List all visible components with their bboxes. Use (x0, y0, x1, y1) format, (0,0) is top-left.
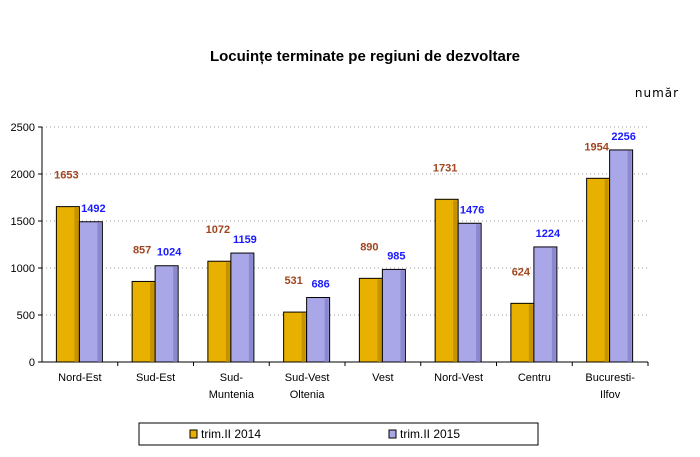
bar (533, 246, 558, 363)
category-label: Sud-Vest (285, 372, 330, 384)
category-label: Nord-Vest (434, 372, 483, 384)
bar-shade (377, 279, 382, 362)
bar (55, 206, 80, 363)
bar-face (78, 221, 103, 363)
data-label: 1072 (206, 224, 230, 236)
bar (154, 265, 179, 363)
bar-shade (74, 207, 79, 362)
bar (510, 302, 535, 363)
category-label: Sud-Est (136, 372, 175, 384)
data-label: 1731 (433, 162, 457, 174)
legend-box (138, 422, 539, 446)
bar-shade (453, 200, 458, 362)
bar (434, 198, 459, 363)
bar-shade (324, 298, 329, 362)
bar-face (533, 246, 558, 363)
data-label: 1476 (460, 204, 484, 216)
category-label: Nord-Est (58, 372, 101, 384)
bar-shade (173, 266, 178, 362)
chart-title: Locuințe terminate pe regiuni de dezvolt… (210, 48, 520, 65)
bar-face (306, 297, 331, 363)
bar-shade (400, 270, 405, 362)
bar-face (609, 149, 634, 363)
data-label: 985 (387, 250, 405, 262)
y-tick-label: 2500 (11, 122, 35, 134)
bar (358, 277, 383, 363)
bar-face (154, 265, 179, 363)
bar-shade (248, 254, 253, 362)
y-tick-label: 500 (17, 310, 35, 322)
y-tick-label: 1000 (11, 263, 35, 275)
category-label: Vest (372, 372, 393, 384)
legend-swatch (388, 429, 397, 439)
category-label: Muntenia (209, 389, 255, 401)
bar-shade (225, 262, 230, 362)
bar (609, 149, 634, 363)
unit-label: număr (635, 86, 679, 100)
legend-label: trim.II 2015 (400, 427, 460, 441)
bar (381, 268, 406, 363)
y-tick-label: 0 (29, 357, 35, 369)
data-label: 1954 (584, 141, 609, 153)
category-label: Sud- (220, 372, 244, 384)
data-label: 1159 (233, 234, 257, 246)
data-label: 624 (512, 266, 531, 278)
category-label: Centru (518, 372, 551, 384)
data-label: 1224 (536, 228, 561, 240)
data-label: 2256 (611, 131, 635, 143)
category-label: Ilfov (600, 389, 621, 401)
bar-shade (476, 224, 481, 362)
data-label: 686 (311, 279, 329, 291)
bar (586, 177, 611, 363)
bar-face (381, 268, 406, 363)
data-label: 1024 (157, 247, 182, 259)
bar-shade (604, 179, 609, 362)
category-label: Bucuresti- (585, 372, 635, 384)
bar (306, 297, 331, 363)
bar (283, 311, 308, 363)
legend-swatch (189, 429, 198, 439)
bar (457, 222, 482, 363)
bar-shade (97, 222, 102, 362)
category-label: Oltenia (290, 389, 326, 401)
bar-shade (528, 304, 533, 362)
bar-shade (301, 313, 306, 362)
bar-shade (551, 247, 556, 362)
data-label: 890 (360, 241, 378, 253)
bar-face (457, 222, 482, 363)
legend-label: trim.II 2014 (201, 427, 261, 441)
category-labels: Nord-Est Sud-Est Sud- Muntenia Sud-Vest Olten… (58, 372, 635, 401)
legend: trim.II 2014 trim.II 2015 (138, 422, 539, 446)
data-label: 531 (284, 275, 302, 287)
y-tick-label: 1500 (11, 216, 35, 228)
bar (207, 260, 232, 363)
bar (131, 280, 156, 363)
data-label: 1492 (81, 203, 105, 215)
bar (78, 221, 103, 363)
bar-shade (150, 282, 155, 362)
bars (55, 149, 634, 363)
data-label: 1653 (54, 170, 78, 182)
y-axis-ticks: 0 500 1000 1500 2000 2500 (11, 122, 42, 369)
data-label: 857 (133, 244, 151, 256)
y-tick-label: 2000 (11, 169, 35, 181)
bar-face (230, 252, 255, 363)
bar (230, 252, 255, 363)
bar-shade (627, 150, 632, 362)
